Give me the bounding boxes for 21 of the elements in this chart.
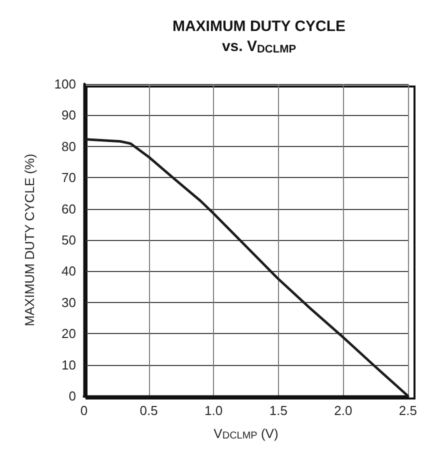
x-tick-label: 2.0 <box>334 403 352 418</box>
y-tick-label: 10 <box>62 357 76 372</box>
y-tick-label: 70 <box>62 170 76 186</box>
x-tick-label: 0.5 <box>140 403 158 418</box>
chart-title: MAXIMUM DUTY CYCLE <box>172 18 346 35</box>
y-tick-label: 80 <box>62 138 76 154</box>
y-axis-title: MAXIMUM DUTY CYCLE (%) <box>22 154 37 326</box>
y-tick-label: 50 <box>62 232 76 248</box>
y-tick-label: 40 <box>62 264 76 279</box>
y-tick-label: 60 <box>62 201 76 216</box>
chart-subtitle: vs. VDCLMP <box>222 38 296 56</box>
x-tick-label: 1.0 <box>204 403 223 418</box>
y-tick-label: 100 <box>54 76 76 92</box>
x-tick-label: 1.5 <box>269 403 288 418</box>
x-axis-title: VDCLMP (V) <box>214 426 278 442</box>
x-tick-label: 2.5 <box>398 403 418 418</box>
y-tick-label: 0 <box>68 388 76 404</box>
y-tick-label: 90 <box>62 108 76 123</box>
x-tick-label: 0 <box>80 403 88 418</box>
y-tick-label: 30 <box>62 294 76 310</box>
y-tick-label: 20 <box>62 326 76 342</box>
